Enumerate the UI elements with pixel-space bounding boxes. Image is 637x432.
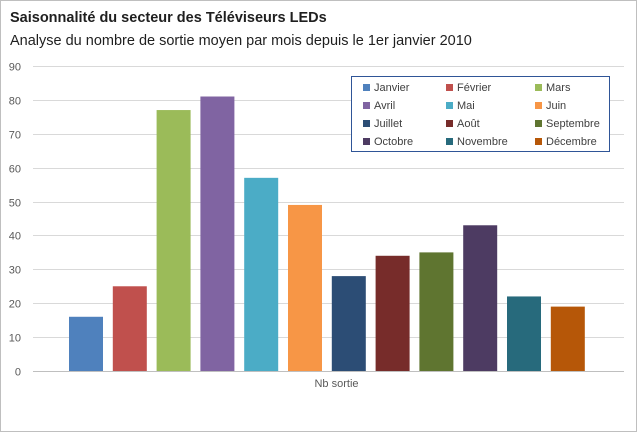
bar-février — [112, 286, 147, 371]
legend-item-août: Août — [446, 117, 480, 131]
bar-mai — [244, 177, 279, 371]
legend-label: Mai — [457, 100, 475, 112]
legend-swatch — [363, 119, 370, 127]
y-tick-label: 50 — [9, 198, 21, 210]
legend-label: Novembre — [457, 136, 508, 148]
chart-subtitle: Analyse du nombre de sortie moyen par mo… — [10, 33, 472, 49]
legend-item-octobre: Octobre — [363, 135, 413, 149]
bar-mars — [156, 110, 191, 372]
legend-swatch — [535, 119, 542, 127]
bar-juillet — [331, 276, 366, 371]
chart-title: Saisonnalité du secteur des Téléviseurs … — [10, 10, 327, 26]
legend-label: Mars — [546, 82, 571, 94]
y-tick-label: 80 — [9, 96, 21, 108]
y-tick-label: 20 — [9, 299, 21, 311]
bar-avril — [200, 96, 235, 371]
legend-swatch — [363, 137, 370, 145]
legend-item-juillet: Juillet — [363, 117, 402, 131]
bar-janvier — [69, 316, 103, 371]
legend-item-mai: Mai — [446, 99, 475, 113]
bar-juin — [288, 204, 322, 371]
bar-août — [375, 255, 410, 371]
legend-swatch — [363, 83, 370, 91]
legend-item-mars: Mars — [535, 81, 570, 95]
legend-swatch — [535, 83, 542, 91]
y-tick-label: 0 — [15, 367, 21, 379]
x-category-label: Nb sortie — [314, 378, 358, 390]
legend-label: Juillet — [374, 118, 403, 130]
legend-label: Juin — [546, 100, 567, 112]
y-tick-label: 60 — [9, 164, 21, 176]
y-tick-label: 10 — [9, 333, 21, 345]
legend-swatch — [535, 101, 542, 109]
bar-décembre — [550, 306, 585, 371]
legend-item-avril: Avril — [363, 99, 395, 113]
y-tick-label: 70 — [9, 130, 21, 142]
bar-octobre — [463, 225, 498, 371]
y-tick-label: 30 — [9, 265, 21, 277]
chart-legend: Janvier Février Mars Avril Mai Juin Juillet Aoû… — [351, 76, 610, 152]
y-tick-label: 40 — [9, 231, 21, 243]
legend-swatch — [363, 101, 370, 109]
legend-swatch — [446, 83, 453, 91]
legend-label: Décembre — [546, 136, 597, 148]
legend-item-septembre: Septembre — [535, 117, 600, 131]
y-tick-label: 90 — [9, 62, 21, 74]
legend-label: Janvier — [374, 82, 410, 94]
legend-item-janvier: Janvier — [363, 81, 409, 95]
legend-swatch — [535, 137, 542, 145]
legend-swatch — [446, 101, 453, 109]
bar-novembre — [507, 296, 541, 371]
legend-label: Septembre — [546, 118, 600, 130]
legend-swatch — [446, 137, 453, 145]
legend-item-novembre: Novembre — [446, 135, 508, 149]
legend-item-février: Février — [446, 81, 491, 95]
legend-item-décembre: Décembre — [535, 135, 597, 149]
legend-label: Février — [457, 82, 492, 94]
bar-septembre — [419, 252, 454, 371]
legend-item-juin: Juin — [535, 99, 566, 113]
legend-label: Octobre — [374, 136, 414, 148]
legend-label: Avril — [374, 100, 396, 112]
legend-label: Août — [457, 118, 480, 130]
legend-swatch — [446, 119, 453, 127]
